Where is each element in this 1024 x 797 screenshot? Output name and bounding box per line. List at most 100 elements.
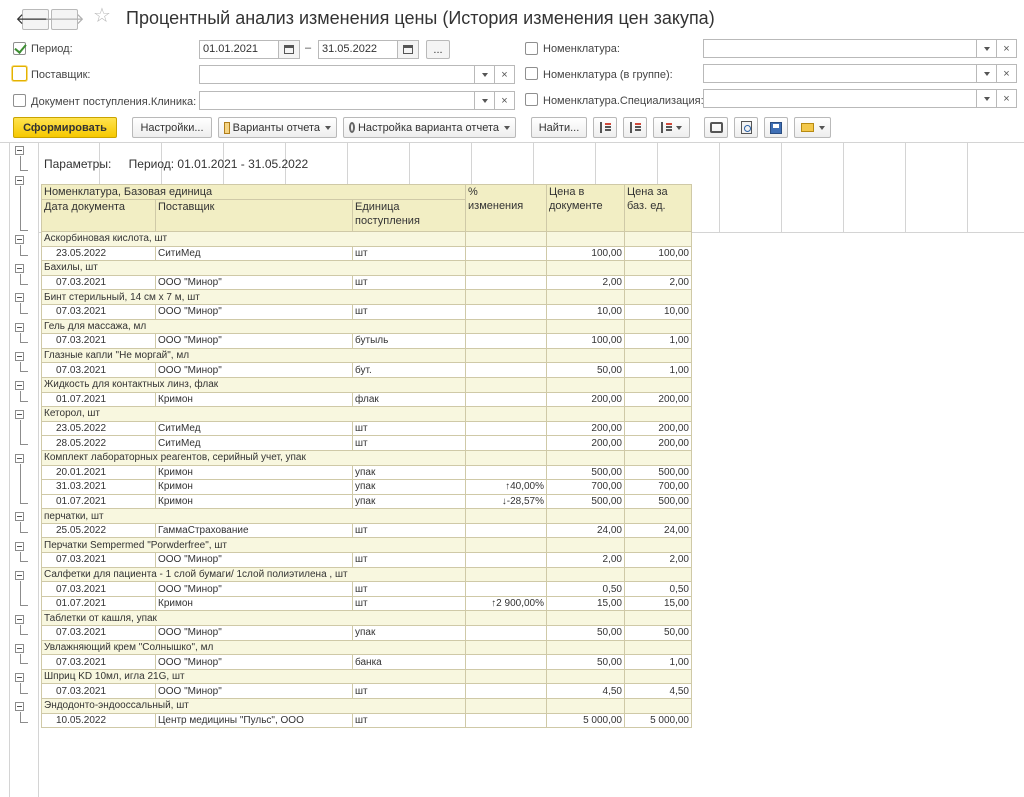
outline-collapse-button[interactable] [15, 146, 24, 155]
group-row[interactable]: Салфетки для пациента - 1 слой бумаги/ 1… [41, 566, 692, 583]
group-price-base [624, 406, 692, 422]
outline-collapse-button[interactable] [15, 673, 24, 682]
group-row[interactable]: Таблетки от кашля, упак [41, 610, 692, 627]
document-clinic-clear-button[interactable]: × [495, 91, 515, 110]
detail-row[interactable]: 07.03.2021 ООО "Минор" бутыль 100,00 1,00 [41, 333, 692, 349]
outline-collapse-button[interactable] [15, 293, 24, 303]
group-row[interactable]: Аскорбиновая кислота, шт [41, 231, 692, 247]
nomenclature-clear-button[interactable]: × [997, 39, 1017, 58]
group-row[interactable]: Комплект лабораторных реагентов, серийны… [41, 449, 692, 466]
period-to-input[interactable]: 31.05.2022 [318, 40, 398, 59]
detail-row[interactable]: 07.03.2021 ООО "Минор" упак 50,00 50,00 [41, 625, 692, 641]
nomenclature-checkbox[interactable] [525, 42, 538, 55]
cell-date: 07.03.2021 [41, 683, 156, 699]
mail-button[interactable] [794, 117, 831, 138]
sort-desc-button[interactable] [593, 117, 617, 138]
detail-row[interactable]: 25.05.2022 ГаммаСтрахование шт 24,00 24,00 [41, 522, 692, 539]
nomenclature-input[interactable] [703, 39, 977, 58]
nomenclature-group-clear-button[interactable]: × [997, 64, 1017, 83]
outline-line [20, 313, 28, 314]
outline-collapse-button[interactable] [15, 381, 24, 390]
preview-button[interactable] [734, 117, 758, 138]
outline-collapse-button[interactable] [15, 454, 24, 463]
outline-collapse-button[interactable] [15, 643, 24, 653]
group-row[interactable]: Бинт стерильный, 14 см х 7 м, шт [41, 289, 692, 305]
group-row[interactable]: Гель для массажа, мл [41, 318, 692, 335]
period-from-input[interactable]: 01.01.2021 [199, 40, 279, 59]
outline-line [20, 624, 21, 635]
nomenclature-spec-clear-button[interactable]: × [997, 89, 1017, 108]
period-checkbox[interactable] [13, 42, 26, 55]
document-clinic-dropdown-button[interactable] [475, 91, 495, 110]
group-row[interactable]: Жидкость для контактных линз, флак [41, 376, 692, 393]
detail-row[interactable]: 07.03.2021 ООО "Минор" бут. 50,00 1,00 [41, 362, 692, 378]
sort-asc-button[interactable] [623, 117, 647, 138]
report-variants-button[interactable]: Варианты отчета [218, 117, 337, 138]
detail-row[interactable]: 07.03.2021 ООО "Минор" шт 2,00 2,00 [41, 552, 692, 568]
outline-collapse-button[interactable] [15, 614, 24, 624]
nomenclature-group-input[interactable] [703, 64, 977, 83]
period-to-calendar-button[interactable] [398, 40, 419, 59]
outline-collapse-button[interactable] [15, 702, 24, 712]
detail-row[interactable]: 01.07.2021 Кримон шт ↑2 900,00% 15,00 15,00 [41, 595, 692, 612]
nomenclature-group-checkbox[interactable] [525, 67, 538, 80]
group-row[interactable]: Эндодонто-эндооссальный, шт [41, 698, 692, 714]
nomenclature-group-dropdown-button[interactable] [977, 64, 997, 83]
detail-row[interactable]: 31.03.2021 Кримон упак ↑40,00% 700,00 700,00 [41, 479, 692, 495]
detail-row[interactable]: 07.03.2021 ООО "Минор" банка 50,00 1,00 [41, 654, 692, 670]
group-row[interactable]: Кеторол, шт [41, 406, 692, 422]
document-clinic-checkbox[interactable] [13, 94, 26, 107]
settings-button[interactable]: Настройки... [132, 117, 212, 138]
group-button[interactable] [653, 117, 690, 138]
nomenclature-dropdown-button[interactable] [977, 39, 997, 58]
group-row[interactable]: Глазные капли "Не моргай", мл [41, 347, 692, 364]
detail-row[interactable]: 28.05.2022 СитиМед шт 200,00 200,00 [41, 435, 692, 451]
group-row[interactable]: Бахилы, шт [41, 260, 692, 276]
calendar-icon [403, 45, 413, 54]
detail-row[interactable]: 23.05.2022 СитиМед шт 200,00 200,00 [41, 420, 692, 437]
outline-collapse-button[interactable] [15, 176, 24, 185]
generate-button[interactable]: Сформировать [13, 117, 117, 138]
document-clinic-input[interactable] [199, 91, 475, 110]
outline-collapse-button[interactable] [15, 410, 24, 420]
back-button[interactable]: 🡐 [15, 9, 56, 30]
outline-collapse-button[interactable] [15, 541, 24, 551]
outline-collapse-button[interactable] [15, 351, 24, 361]
outline-collapse-button[interactable] [15, 512, 24, 522]
nomenclature-spec-input[interactable] [703, 89, 977, 108]
supplier-dropdown-button[interactable] [475, 65, 495, 84]
sort-asc-icon [630, 122, 641, 133]
detail-row[interactable]: 01.07.2021 Кримон упак ↓-28,57% 500,00 500,00 [41, 493, 692, 510]
detail-row[interactable]: 07.03.2021 ООО "Минор" шт 0,50 0,50 [41, 581, 692, 597]
detail-row[interactable]: 10.05.2022 Центр медицины "Пульс", ООО шт 5… [41, 712, 692, 729]
supplier-clear-button[interactable]: × [495, 65, 515, 84]
period-from-calendar-button[interactable] [279, 40, 300, 59]
detail-row[interactable]: 01.07.2021 Кримон флак 200,00 200,00 [41, 391, 692, 408]
print-button[interactable] [704, 117, 728, 138]
detail-row[interactable]: 23.05.2022 СитиМед шт 100,00 100,00 [41, 245, 692, 262]
outline-collapse-button[interactable] [15, 570, 24, 580]
detail-row[interactable]: 20.01.2021 Кримон упак 500,00 500,00 [41, 464, 692, 481]
nomenclature-spec-checkbox[interactable] [525, 93, 538, 106]
save-button[interactable] [764, 117, 788, 138]
group-row[interactable]: перчатки, шт [41, 508, 692, 524]
period-more-button[interactable]: ... [426, 40, 450, 59]
group-price-base [624, 231, 692, 247]
detail-row[interactable]: 07.03.2021 ООО "Минор" шт 2,00 2,00 [41, 274, 692, 291]
detail-row[interactable]: 07.03.2021 ООО "Минор" шт 10,00 10,00 [41, 303, 692, 320]
group-row[interactable]: Шприц KD 10мл, игла 21G, шт [41, 668, 692, 685]
forward-button[interactable]: 🡒 [44, 9, 85, 30]
favorite-star-icon[interactable]: ☆ [93, 5, 111, 27]
find-button[interactable]: Найти... [531, 117, 587, 138]
variant-settings-button[interactable]: Настройка варианта отчета [343, 117, 516, 138]
supplier-input[interactable] [199, 65, 475, 84]
outline-collapse-button[interactable] [15, 322, 24, 332]
group-row[interactable]: Перчатки Sempermed "Porwderfree", шт [41, 537, 692, 554]
cell-pct-change [465, 391, 547, 408]
supplier-checkbox[interactable] [12, 66, 27, 81]
outline-collapse-button[interactable] [15, 235, 24, 244]
group-row[interactable]: Увлажняющий крем "Солнышко", мл [41, 639, 692, 656]
nomenclature-spec-dropdown-button[interactable] [977, 89, 997, 108]
outline-collapse-button[interactable] [15, 264, 24, 274]
detail-row[interactable]: 07.03.2021 ООО "Минор" шт 4,50 4,50 [41, 683, 692, 699]
